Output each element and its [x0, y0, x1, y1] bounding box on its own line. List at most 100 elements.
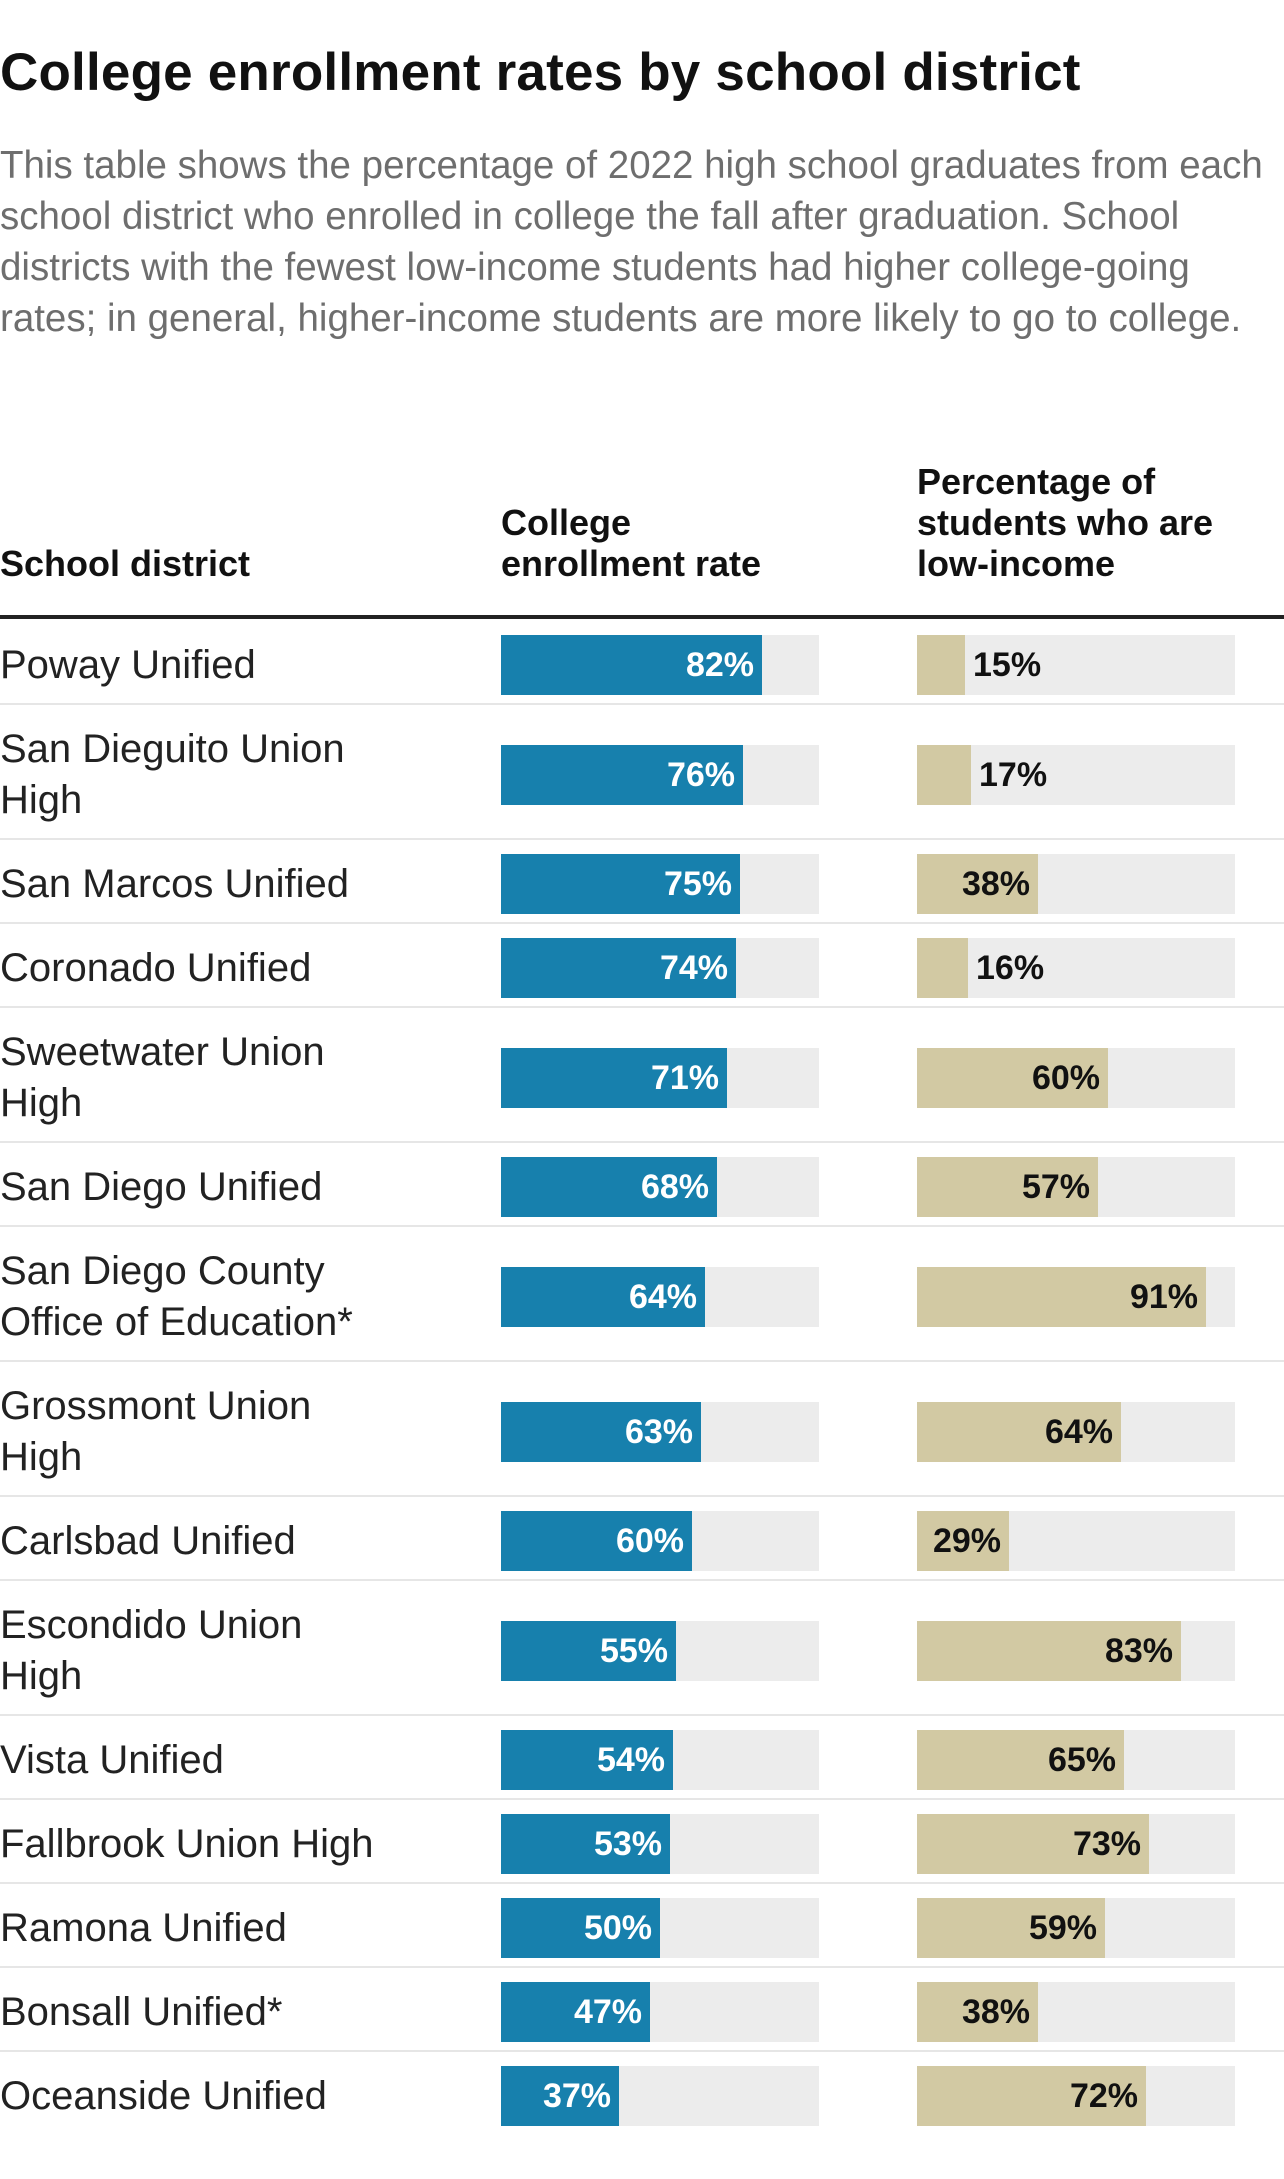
enrollment-bar [501, 1048, 727, 1108]
low-income-bar [917, 1511, 1009, 1571]
district-name: Sweetwater Union High [0, 1027, 325, 1129]
enrollment-bar [501, 1982, 650, 2042]
low-income-bar [917, 1267, 1206, 1327]
enrollment-track: 71% [501, 1048, 819, 1108]
district-name-line: Grossmont Union [0, 1384, 312, 1428]
enrollment-value-label: 60% [615, 1522, 684, 1560]
column-header-income-line-3: low-income [917, 543, 1116, 584]
row-divider [0, 1495, 1284, 1497]
enrollment-track: 68% [501, 1157, 819, 1217]
enrollment-value-label: 68% [640, 1168, 709, 1206]
district-name-line: High [0, 1081, 83, 1125]
enrollment-bar [501, 1157, 717, 1217]
district-name-line: Ramona Unified [0, 1906, 287, 1950]
district-name-line: Oceanside Unified [0, 2074, 327, 2118]
enrollment-bar [501, 854, 740, 914]
column-header-income-line-2: students who are [917, 502, 1214, 543]
district-name-line: Escondido Union [0, 1603, 303, 1647]
district-name-line: San Diego Unified [0, 1165, 323, 1209]
table-row: Poway Unified 82% 15% [0, 621, 1284, 705]
enrollment-bar [501, 2066, 619, 2126]
enrollment-bar [501, 1402, 701, 1462]
district-name-line: High [0, 778, 83, 822]
row-divider [0, 1006, 1284, 1008]
enrollment-bar [501, 635, 762, 695]
enrollment-bar [501, 1730, 673, 1790]
low-income-track: 73% [917, 1814, 1235, 1874]
table-row: San Dieguito Union High 76% 17% [0, 705, 1284, 840]
chart-subtitle: This table shows the percentage of 2022 … [0, 144, 1263, 340]
district-name: Grossmont Union High [0, 1381, 311, 1483]
district-name-line: Poway Unified [0, 643, 256, 687]
low-income-track: 72% [917, 2066, 1235, 2126]
low-income-bar [917, 1898, 1105, 1958]
enrollment-value-label: 82% [685, 646, 754, 684]
enrollment-value-label: 74% [659, 949, 728, 987]
row-divider [0, 1798, 1284, 1800]
low-income-bar [917, 1814, 1149, 1874]
low-income-track: 91% [917, 1267, 1235, 1327]
enrollment-value-label: 76% [666, 756, 735, 794]
low-income-bar [917, 938, 968, 998]
enrollment-track: 76% [501, 745, 819, 805]
low-income-bar [917, 1048, 1108, 1108]
enrollment-bar [501, 745, 743, 805]
enrollment-track: 64% [501, 1267, 819, 1327]
low-income-value-label: 38% [961, 865, 1030, 903]
low-income-track: 38% [917, 1982, 1235, 2042]
enrollment-value-label: 37% [542, 2077, 611, 2115]
low-income-track: 15% [917, 635, 1235, 695]
district-name-line: Fallbrook Union High [0, 1822, 374, 1866]
district-name: San Diego Unified [0, 1162, 322, 1213]
table-row: Fallbrook Union High 53% 73% [0, 1800, 1284, 1884]
district-name-line: San Dieguito Union [0, 727, 345, 771]
header-divider [0, 615, 1284, 619]
low-income-value-label: 72% [1069, 2077, 1138, 2115]
table-row: Vista Unified 54% 65% [0, 1716, 1284, 1800]
district-name-line: Carlsbad Unified [0, 1519, 296, 1563]
column-header-rate-line-1: College [501, 502, 632, 543]
enrollment-track: 75% [501, 854, 819, 914]
table-row: San Diego Unified 68% 57% [0, 1143, 1284, 1227]
row-divider [0, 922, 1284, 924]
low-income-value-label: 65% [1047, 1741, 1116, 1779]
row-divider [0, 1141, 1284, 1143]
low-income-value-label: 16% [976, 949, 1045, 987]
low-income-track: 59% [917, 1898, 1235, 1958]
low-income-track: 57% [917, 1157, 1235, 1217]
district-name: Ramona Unified [0, 1903, 287, 1954]
low-income-track: 29% [917, 1511, 1235, 1571]
district-name: San Marcos Unified [0, 859, 349, 910]
enrollment-track: 53% [501, 1814, 819, 1874]
low-income-value-label: 60% [1031, 1059, 1100, 1097]
column-header-rate-line-2: enrollment rate [501, 543, 762, 584]
row-divider [0, 1714, 1284, 1716]
low-income-track: 17% [917, 745, 1235, 805]
district-name-line: San Marcos Unified [0, 862, 350, 906]
enrollment-value-label: 75% [663, 865, 732, 903]
row-divider [0, 1579, 1284, 1581]
enrollment-value-label: 63% [624, 1413, 693, 1451]
low-income-bar [917, 854, 1038, 914]
district-name: Bonsall Unified* [0, 1987, 282, 2038]
enrollment-track: 82% [501, 635, 819, 695]
enrollment-bar [501, 1267, 705, 1327]
district-name: Poway Unified [0, 640, 256, 691]
low-income-track: 16% [917, 938, 1235, 998]
chart-title: College enrollment rates by school distr… [0, 43, 1081, 102]
low-income-track: 60% [917, 1048, 1235, 1108]
district-name: Vista Unified [0, 1735, 224, 1786]
row-divider [0, 1882, 1284, 1884]
row-divider [0, 703, 1284, 705]
table-row: Bonsall Unified* 47% 38% [0, 1968, 1284, 2052]
low-income-bar [917, 2066, 1146, 2126]
district-name: Carlsbad Unified [0, 1516, 296, 1567]
district-name: San Dieguito Union High [0, 724, 345, 826]
table-row: Oceanside Unified 37% 72% [0, 2052, 1284, 2136]
row-divider [0, 1966, 1284, 1968]
low-income-value-label: 83% [1104, 1632, 1173, 1670]
enrollment-track: 63% [501, 1402, 819, 1462]
row-divider [0, 838, 1284, 840]
column-header-district-text: School district [0, 543, 251, 584]
district-name: Escondido Union High [0, 1600, 302, 1702]
